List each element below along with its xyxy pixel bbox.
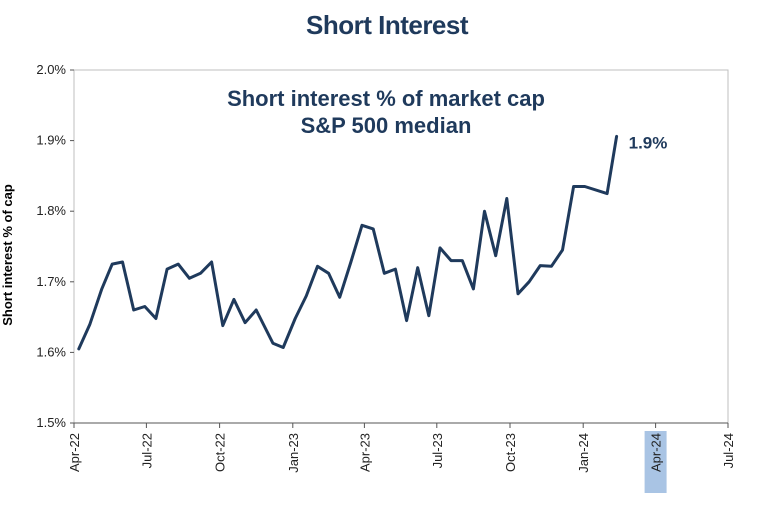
y-tick-label: 1.6% (36, 344, 66, 359)
y-tick-label: 1.9% (36, 133, 66, 148)
y-axis: 1.5% 1.6% 1.7% 1.8% 1.9% 2.0% (36, 62, 74, 430)
x-tick-label: Apr-22 (67, 433, 82, 472)
x-tick-label: Jul-23 (430, 433, 445, 468)
y-tick-label: 1.7% (36, 274, 66, 289)
x-tick-highlight (644, 431, 667, 493)
y-tick-label: 1.8% (36, 203, 66, 218)
x-tick-label: Apr-23 (357, 433, 372, 472)
x-tick-label: Jul-24 (721, 433, 736, 468)
x-tick-label: Oct-22 (213, 433, 228, 472)
chart-annotation-line-1: Short interest % of market cap (227, 86, 545, 111)
chart-annotation-line-2: S&P 500 median (301, 113, 472, 138)
y-tick-label: 2.0% (36, 62, 66, 77)
x-tick-label: Jan-23 (286, 433, 301, 473)
x-tick-label: Jan-24 (576, 433, 591, 473)
x-tick-label: Oct-23 (503, 433, 518, 472)
x-axis: Apr-22 Jul-22 Oct-22 Jan-23 Apr-23 Jul-23 Oct-… (67, 423, 736, 493)
x-tick-label: Jul-22 (139, 433, 154, 468)
chart-title: Short Interest (305, 10, 469, 40)
plot-frame (73, 69, 729, 424)
y-tick-label: 1.5% (36, 415, 66, 430)
x-tick-label: Apr-24 (649, 433, 664, 472)
end-value-label: 1.9% (629, 133, 668, 152)
series-line (77, 134, 619, 351)
y-axis-label: Short interest % of cap (0, 184, 15, 326)
series-group (77, 134, 619, 351)
